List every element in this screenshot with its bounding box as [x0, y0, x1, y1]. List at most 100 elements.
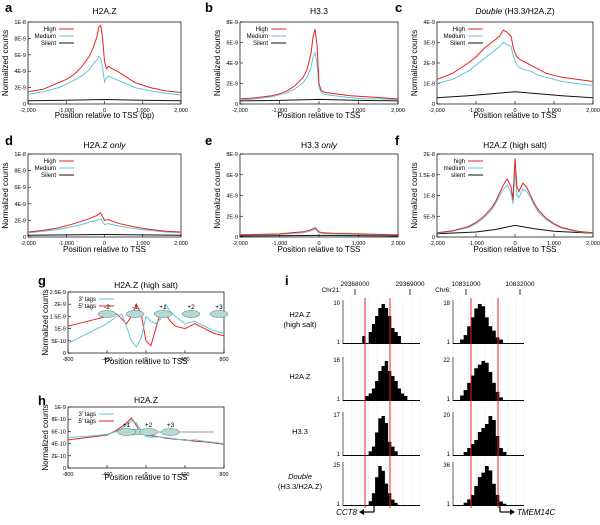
track-label: H3.3 — [292, 427, 308, 436]
panel-h: h H2A.Z 0 2E-10 4E-10 6E-10 8E-10 1E-9 -800 -400 0… — [38, 393, 229, 482]
track-bar — [368, 393, 373, 401]
x-tick-label: -2,000 — [232, 108, 248, 114]
track-bar — [470, 444, 475, 456]
track-bar — [346, 400, 350, 401]
track-bar — [453, 455, 457, 456]
legend-label: Silent — [41, 173, 56, 179]
series-line-high — [437, 29, 593, 82]
x-tick-label: 400 — [180, 472, 189, 478]
x-tick-label: -2,000 — [429, 241, 445, 247]
track-bar — [509, 505, 514, 506]
chrom-label: Chr6: — [435, 287, 451, 294]
y-tick-label: 2E-9 — [226, 214, 238, 220]
track-ymax: 10 — [333, 301, 340, 307]
nucleosome-label: -2 — [104, 304, 110, 311]
track-bar — [407, 505, 411, 506]
track-bar — [516, 400, 521, 401]
track-bar — [495, 337, 500, 344]
track-bar — [368, 501, 373, 506]
y-tick-label: 2E-9 — [14, 86, 26, 92]
track-bar — [362, 400, 366, 401]
track-bar — [365, 505, 369, 506]
y-tick-label: 0 — [23, 235, 26, 241]
x-tick-label: 2,000 — [391, 241, 405, 247]
track-bar — [467, 499, 471, 506]
track-bar — [394, 451, 398, 456]
x-tick-label: 1,000 — [352, 108, 366, 114]
y-tick-label: 0 — [235, 102, 238, 108]
nucleosome-oval — [181, 310, 201, 318]
track-bar — [513, 400, 517, 401]
series-line-silent — [437, 224, 593, 235]
series-line-high — [28, 212, 181, 233]
track-bar — [520, 505, 524, 506]
series-line-medium — [28, 218, 181, 234]
track-ymin: 1 — [447, 397, 451, 403]
track-label: H2A.Z — [289, 310, 311, 319]
nucleosome-oval — [139, 428, 158, 436]
x-tick-label: -800 — [62, 357, 73, 363]
track-bar — [488, 326, 493, 344]
track-ymin: 1 — [447, 502, 451, 508]
track-bar — [394, 332, 398, 344]
title-plain-part: H3.3 — [301, 140, 321, 150]
track-bar — [516, 505, 521, 506]
track-ymin: 1 — [337, 340, 341, 346]
track-bar — [384, 423, 389, 456]
series-line-silent — [28, 98, 181, 102]
nucleosome-label: +1 — [159, 304, 167, 311]
track-bar — [484, 466, 489, 506]
track-bar — [384, 361, 389, 401]
legend-label: silent — [451, 173, 465, 179]
nucleosome-oval — [161, 428, 180, 436]
legend-label: High — [44, 27, 56, 33]
track-bar — [413, 343, 417, 344]
panel-title-b: H3.3 — [310, 6, 328, 16]
x-tick-label: 1,000 — [136, 108, 150, 114]
x-tick-label: 400 — [180, 357, 189, 363]
coord-label: 10831000 — [452, 281, 481, 288]
legend-label: 3' tags — [79, 297, 97, 303]
panel-g: g H2A.Z (high salt) 0 5E-10 1E-9 1.5E-9 2E-9 2.… — [38, 273, 229, 366]
x-tick-label: 1,000 — [547, 241, 561, 247]
track-bar — [381, 470, 385, 506]
x-axis-label: Position relative to TSS — [104, 357, 187, 366]
y-tick-label: 0 — [432, 102, 435, 108]
title-plain-part: H2A.Z — [83, 140, 109, 150]
track-bar — [460, 455, 464, 456]
x-tick-label: 2,000 — [586, 108, 600, 114]
track-bar — [359, 343, 363, 344]
x-tick-label: 1,000 — [547, 108, 561, 114]
y-tick-label: 1E-8 — [14, 20, 26, 26]
track-bar — [400, 505, 404, 506]
panel-letter-e: e — [205, 133, 212, 148]
y-axis-label: Normalized counts — [1, 30, 10, 96]
x-tick-label: 1,000 — [352, 241, 366, 247]
track-bar — [506, 343, 510, 344]
x-tick-label: -1,000 — [468, 241, 484, 247]
panel-d: d H2A.Z only 0 2E-9 4E-9 6E-9 8E-9 1E-8 -2,000 -1… — [1, 133, 188, 254]
track-bar — [474, 440, 479, 456]
panel-title-e: H3.3 only — [301, 140, 338, 150]
coord-label: 10832000 — [506, 281, 535, 288]
panel-letter-g: g — [38, 273, 46, 288]
panel-letter-d: d — [5, 133, 13, 148]
x-axis-label: Position relative to TSS — [104, 473, 187, 482]
x-axis-label: Position relative to TSS — [473, 245, 556, 254]
track-bar — [391, 376, 395, 401]
track-bar — [516, 343, 521, 344]
track-bar — [492, 420, 496, 456]
chrom-label: Chr21: — [321, 287, 341, 294]
y-tick-label: 1E-8 — [14, 152, 26, 158]
track-ymax: 20 — [443, 413, 450, 419]
track-bar — [492, 382, 496, 401]
track-bar — [410, 455, 414, 456]
y-tick-label: 2E-9 — [226, 82, 238, 88]
x-axis-label: Position relative to TSS — [63, 245, 146, 254]
x-tick-label: 0 — [103, 108, 106, 114]
x-axis-label: Position relative to TSS — [277, 245, 360, 254]
series-line-5tags — [68, 302, 224, 347]
track-bar — [365, 343, 369, 344]
nucleosome-label: +3 — [167, 422, 175, 429]
